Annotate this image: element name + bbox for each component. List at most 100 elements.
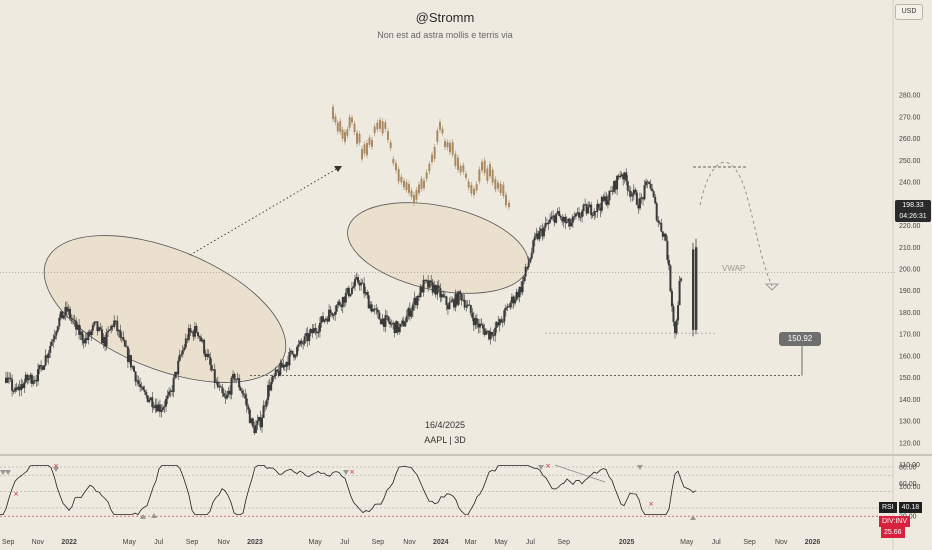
candle-body — [273, 375, 276, 377]
time-tick-label: Mar — [465, 539, 478, 546]
ghost-candle — [428, 163, 431, 172]
chart-subtitle: Non est ad astra mollis e terris via — [377, 30, 513, 40]
candle-body — [82, 340, 85, 344]
candle-body — [15, 387, 18, 390]
ghost-candle — [392, 158, 395, 164]
rsi-pane[interactable]: × × × × × — [0, 462, 893, 520]
candle-body — [50, 341, 53, 347]
candle-body — [218, 386, 221, 388]
candle-body — [401, 320, 404, 324]
candle-body — [261, 417, 264, 428]
candle-body — [526, 266, 529, 268]
candle-body — [425, 280, 428, 282]
candle-body — [257, 417, 260, 421]
candle-body — [46, 355, 49, 358]
candle-body — [306, 333, 309, 342]
ghost-candle — [346, 129, 349, 136]
currency-button[interactable]: USD — [895, 4, 923, 20]
ghost-candle — [341, 129, 344, 139]
candle-body — [75, 320, 78, 330]
candle-body — [311, 329, 314, 334]
time-tick-label: Nov — [775, 539, 788, 546]
ghost-candle — [356, 132, 358, 144]
time-tick-label: Sep — [186, 539, 199, 546]
candle-body — [104, 337, 107, 347]
ghost-candle — [499, 183, 502, 193]
candle-body — [481, 325, 484, 329]
candle-body — [136, 380, 139, 382]
candle-body — [658, 222, 661, 224]
candle-body — [399, 323, 402, 328]
candle-body — [69, 308, 72, 318]
candle-body — [335, 305, 338, 312]
candle-body — [625, 172, 628, 182]
candle-body — [236, 378, 239, 380]
candle-body — [489, 331, 492, 340]
price-axis[interactable]: 280.00270.00260.00250.00240.00230.00220.… — [899, 93, 921, 521]
candle-body — [606, 200, 609, 205]
candle-body — [475, 318, 478, 324]
candle-body — [527, 262, 530, 268]
candle-body — [613, 181, 616, 192]
rsi-tick-label: 60.00 — [899, 481, 917, 488]
candle-body — [588, 204, 591, 208]
candle-body — [535, 233, 538, 237]
candle-body — [651, 188, 654, 192]
ghost-candle — [420, 178, 423, 189]
time-tick-label: May — [494, 539, 508, 546]
ghost-candle — [481, 161, 483, 171]
time-tick-label: Nov — [217, 539, 230, 546]
price-candles[interactable] — [5, 168, 698, 436]
candle-body — [619, 176, 622, 178]
ghost-candle — [344, 131, 346, 142]
candle-body — [495, 322, 498, 328]
candle-body — [117, 329, 120, 332]
candle-body — [87, 331, 90, 341]
candle-body — [323, 319, 326, 322]
candle-body — [660, 222, 663, 232]
candle-body — [174, 371, 177, 378]
candle-body — [460, 294, 463, 301]
candle-body — [73, 320, 76, 322]
candle-body — [436, 285, 439, 295]
candle-body — [105, 332, 108, 347]
candle-body — [390, 323, 393, 325]
candle-body — [456, 293, 459, 305]
candle-body — [678, 280, 681, 306]
candle-body — [663, 234, 666, 237]
candle-body — [120, 337, 123, 339]
candle-body — [11, 379, 14, 391]
candle-body — [30, 374, 33, 384]
candle-body — [504, 307, 507, 311]
ghost-candle — [451, 142, 454, 155]
divergence-marker-top — [53, 467, 59, 472]
candle-body — [40, 364, 43, 367]
candle-body — [513, 299, 516, 304]
candle-body — [536, 233, 539, 240]
last-price-tag: 198.33 04:26:31 — [895, 200, 931, 222]
price-tick-label: 270.00 — [899, 114, 921, 121]
candle-body — [649, 183, 652, 189]
candle-body — [248, 409, 251, 424]
candle-body — [309, 329, 312, 334]
candle-body — [44, 355, 47, 366]
time-axis[interactable]: Sep Nov 2022 May Jul Sep Nov 2023 May Jul Sep Nov 20… — [2, 539, 820, 546]
candle-body — [421, 286, 424, 293]
candle-body — [216, 381, 219, 388]
candle-body — [492, 335, 495, 337]
candle-body — [385, 315, 388, 317]
candle-body — [108, 329, 111, 331]
candle-body — [314, 328, 317, 332]
candle-body — [286, 362, 289, 366]
price-tick-label: 130.00 — [899, 419, 921, 426]
candle-body — [154, 404, 157, 408]
ghost-candle — [489, 164, 491, 177]
candle-body — [363, 283, 366, 294]
candle-body — [152, 407, 155, 409]
candle-body — [472, 317, 475, 326]
candle-body — [638, 198, 641, 209]
candle-body — [6, 377, 9, 383]
candle-body — [43, 365, 46, 370]
ghost-candle — [339, 121, 342, 132]
